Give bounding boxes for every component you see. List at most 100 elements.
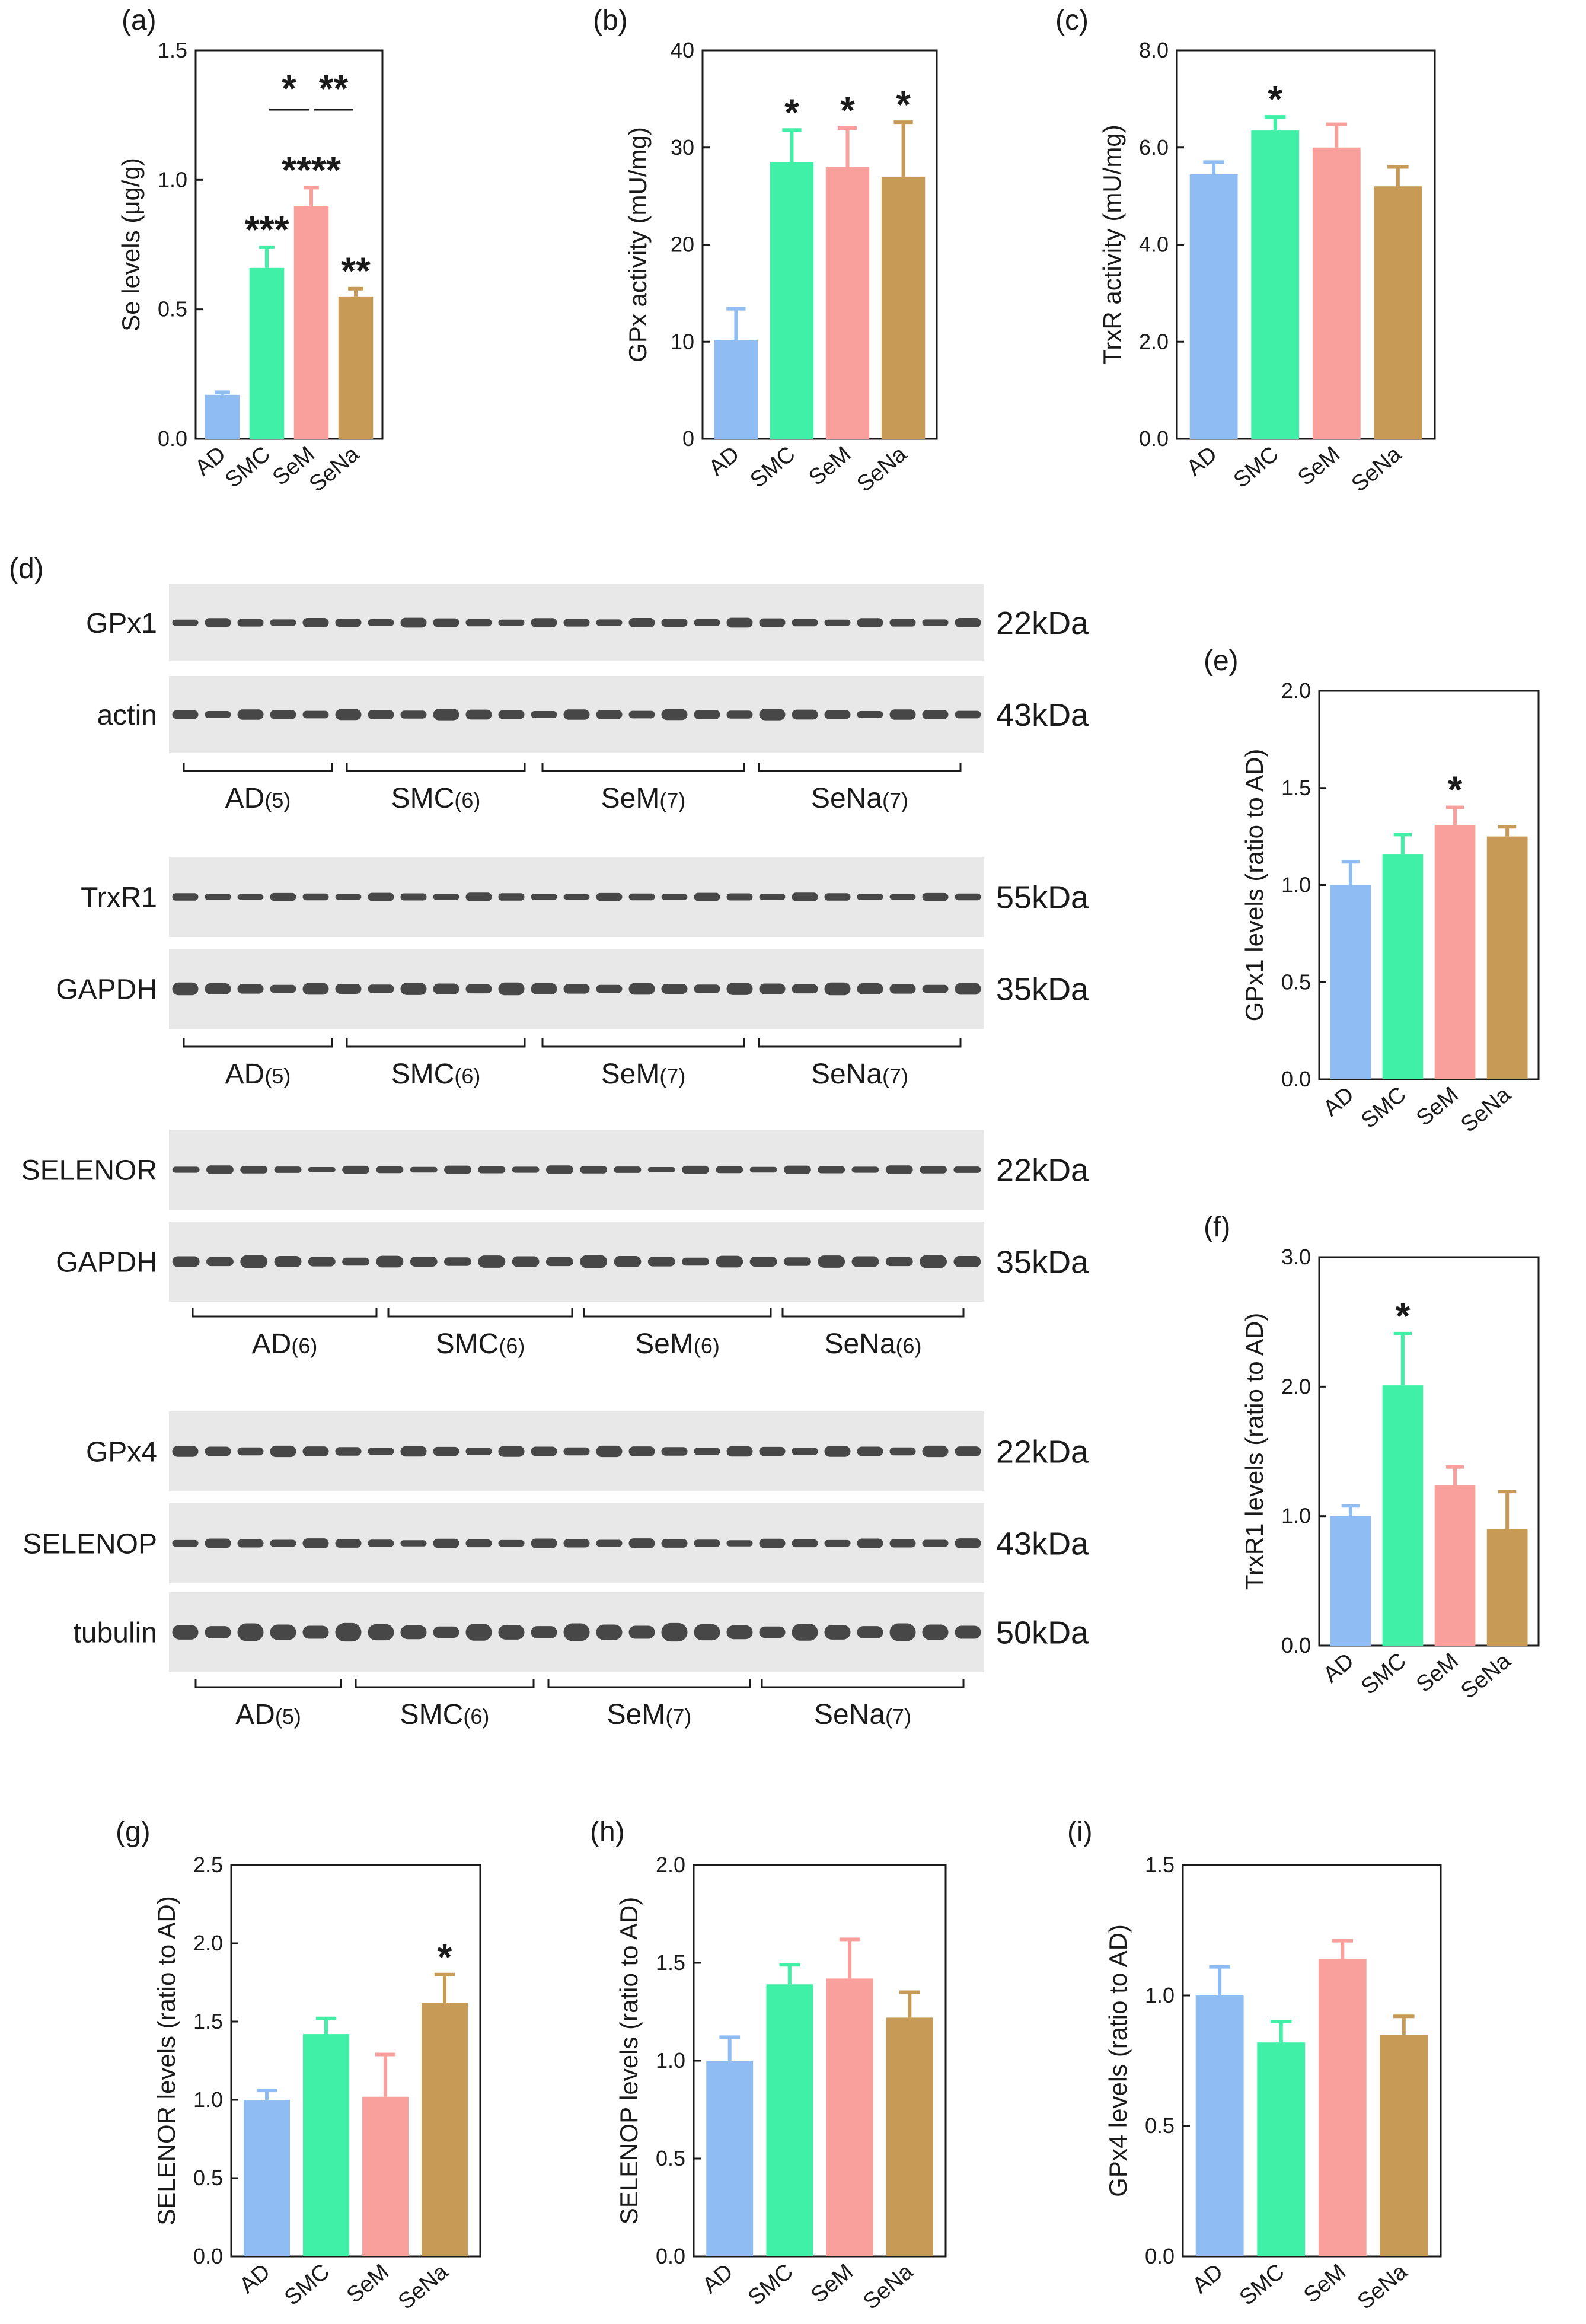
y-axis-label: SELENOP levels (ratio to AD) [615, 1897, 643, 2224]
bar-sem [1312, 147, 1361, 439]
x-category-label: SeNa [1456, 1082, 1515, 1137]
group-label: SeNa(7) [811, 783, 908, 814]
x-category-label: AD [1319, 1649, 1358, 1688]
blot-band [694, 984, 720, 993]
blot-band [920, 1166, 947, 1174]
bar-sem [826, 1978, 873, 2256]
blot-band [953, 1166, 981, 1173]
blot-band [955, 617, 981, 628]
blot-band [596, 1539, 623, 1547]
blot-band [922, 1624, 949, 1640]
blot-band [824, 619, 851, 626]
molecular-weight-label: 22kDa [996, 1434, 1089, 1470]
group-name: SeNa [814, 1699, 885, 1730]
blot-band [205, 1446, 231, 1456]
significance-stars: * [896, 83, 911, 126]
blot-band [726, 1540, 753, 1547]
blot-band [580, 1255, 608, 1268]
bar-sena [338, 296, 374, 439]
group-bracket [346, 763, 526, 772]
blot-band [661, 983, 688, 994]
group-bracket [781, 1308, 965, 1318]
panel-label-h: (h) [590, 1816, 625, 1848]
x-category-label: SeM [804, 442, 856, 490]
blot-band [955, 710, 981, 719]
y-tick-label: 0 [682, 426, 694, 451]
blot-band [759, 1626, 786, 1638]
group-bracket [387, 1308, 573, 1318]
protein-label: SELENOR [21, 1155, 157, 1187]
blot-band [783, 1165, 811, 1174]
significance-stars: * [840, 89, 855, 132]
blot-band [694, 1448, 720, 1455]
bar-sem [1318, 1959, 1367, 2256]
protein-label: GAPDH [56, 1247, 157, 1279]
group-name: AD [225, 1059, 265, 1090]
chart-b: (b) 0 10 20 30 40 GPx activity (mU/mg) AD SMC * Se… [593, 5, 938, 497]
y-tick-label: 6.0 [1139, 135, 1169, 160]
blot-band [410, 1166, 438, 1173]
x-category-label: AD [1319, 1082, 1358, 1121]
bar-sena [1380, 2035, 1428, 2256]
blot-band [335, 983, 362, 994]
panel-label-a: (a) [122, 5, 157, 36]
y-tick-label: 2.0 [1281, 1374, 1311, 1398]
bar-sem [825, 167, 870, 439]
blot-band [240, 1166, 268, 1174]
group-name: SMC [400, 1699, 464, 1730]
y-tick-label: 1.5 [193, 2009, 223, 2033]
x-category-label: AD [1182, 442, 1221, 481]
group-label: SeM(7) [601, 1059, 686, 1090]
plot-frame-g [230, 1864, 481, 2258]
protein-label: SELENOP [23, 1529, 157, 1560]
blot-band [647, 1257, 675, 1267]
blot-band [206, 1165, 234, 1174]
blot-band [824, 893, 851, 901]
blot-band [857, 983, 883, 994]
y-axis-label: GPx1 levels (ratio to AD) [1240, 749, 1268, 1022]
blot-band [270, 892, 296, 901]
blot-band [628, 1446, 655, 1456]
blot-band [716, 1166, 743, 1174]
blot-band [596, 892, 623, 901]
blot-band [302, 710, 329, 719]
x-category-label: SMC [746, 442, 800, 493]
blot-band [342, 1257, 370, 1266]
blot-band [889, 1539, 916, 1548]
group-count: (5) [264, 788, 291, 812]
blot-band [596, 1624, 623, 1640]
blot-band [335, 894, 362, 900]
blot-band [205, 1538, 231, 1548]
molecular-weight-label: 50kDa [996, 1615, 1089, 1651]
bracket-stars: * [282, 67, 296, 110]
y-tick-label: 1.0 [193, 2087, 223, 2112]
group-label: SeNa(6) [824, 1328, 921, 1360]
blot-membrane [169, 1130, 984, 1210]
blot-band [783, 1257, 811, 1266]
blot-band [237, 709, 264, 720]
blot-band [531, 1538, 557, 1548]
bar-smc [1251, 130, 1300, 439]
chart-g: (g) 0.0 0.5 1.0 1.5 2.0 2.5 SELENOR levels (rat… [116, 1816, 481, 2315]
group-label: SeM(6) [635, 1328, 720, 1360]
blot-band [857, 894, 883, 900]
blot-band [661, 619, 688, 627]
blot-band [889, 1447, 916, 1456]
blot-band [465, 984, 492, 994]
group-count: (6) [454, 788, 480, 812]
blot-band [498, 1625, 525, 1640]
blot-band [237, 894, 264, 900]
blot-band [955, 1446, 981, 1456]
y-tick-label: 2.0 [1139, 329, 1169, 353]
blot-band [922, 1445, 949, 1458]
blot-band [628, 983, 655, 995]
blot-band [955, 983, 981, 995]
bar-ad [706, 2061, 754, 2256]
blot-band [953, 1256, 981, 1267]
blot-band [682, 1165, 709, 1174]
blot-band [545, 1165, 573, 1174]
blot-band [759, 1538, 786, 1548]
y-tick-label: 0.0 [1145, 2244, 1175, 2268]
y-tick-label: 1.5 [1145, 1853, 1175, 1877]
x-category-label: AD [704, 442, 744, 481]
